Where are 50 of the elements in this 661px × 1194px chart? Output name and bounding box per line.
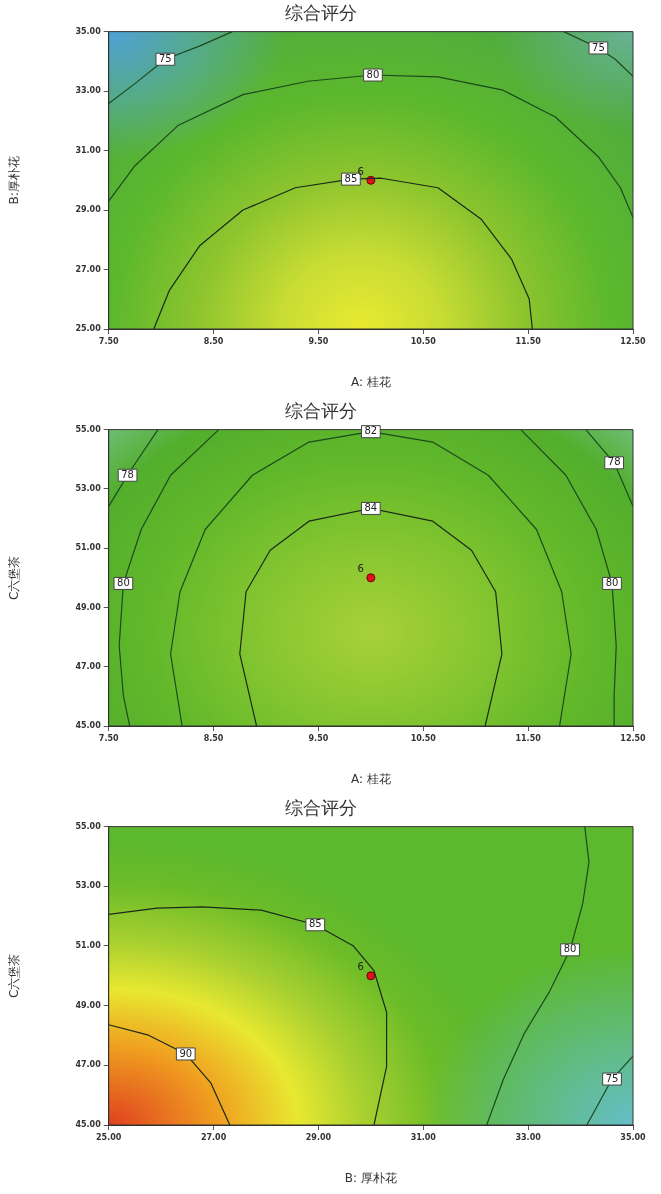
x-tick-label: 10.50 [410, 733, 437, 743]
y-tick-label: 47.00 [75, 1060, 102, 1070]
x-tick-label: 7.50 [98, 336, 119, 346]
y-axis-title: C六堡茶 [7, 555, 22, 600]
x-tick-label: 7.50 [98, 733, 119, 743]
x-tick-label: 8.50 [203, 733, 224, 743]
chart-title: 综合评分 [284, 797, 357, 819]
y-tick-label: 55.00 [75, 424, 102, 434]
y-tick-label: 25.00 [75, 324, 102, 334]
x-tick-label: 25.00 [96, 1132, 122, 1142]
x-tick-label: 29.00 [305, 1132, 332, 1142]
y-tick-label: 45.00 [75, 721, 102, 731]
x-tick-label: 10.50 [410, 336, 437, 346]
y-tick-label: 33.00 [75, 86, 102, 96]
x-axis-title: B: 厚朴花 [344, 1170, 397, 1185]
x-tick-label: 11.50 [515, 336, 542, 346]
y-tick-label: 27.00 [75, 264, 102, 274]
y-axis-title: C六堡茶 [7, 953, 22, 998]
y-tick-label: 51.00 [75, 941, 102, 951]
y-tick-label: 31.00 [75, 145, 102, 155]
x-axis-title: A: 桂花 [350, 771, 391, 786]
x-tick-label: 27.00 [200, 1132, 227, 1142]
x-tick-label: 12.50 [620, 336, 647, 346]
y-tick-label: 53.00 [75, 881, 102, 891]
x-axis-title: A: 桂花 [350, 374, 391, 389]
x-tick-label: 33.00 [515, 1132, 542, 1142]
y-tick-label: 55.00 [75, 821, 102, 831]
y-tick-label: 51.00 [75, 543, 102, 553]
x-tick-label: 11.50 [515, 733, 542, 743]
x-tick-label: 31.00 [410, 1132, 437, 1142]
point [366, 971, 376, 981]
series-label: 6 [357, 165, 364, 177]
series-label: 6 [357, 563, 364, 575]
chart-title: 综合评分 [284, 400, 357, 422]
y-tick-label: 53.00 [75, 483, 102, 493]
y-axis-title: B:厚朴花 [7, 156, 22, 205]
series-label: 6 [357, 961, 364, 973]
y-tick-label: 45.00 [75, 1120, 102, 1130]
chart-title: 综合评分 [284, 2, 357, 24]
point [366, 573, 376, 583]
x-tick-label: 12.50 [620, 733, 647, 743]
x-tick-label: 35.00 [620, 1132, 647, 1142]
y-tick-label: 47.00 [75, 661, 102, 671]
x-tick-label: 9.50 [308, 733, 329, 743]
y-tick-label: 49.00 [75, 602, 102, 612]
x-tick-label: 8.50 [203, 336, 224, 346]
y-tick-label: 49.00 [75, 1000, 102, 1010]
y-tick-label: 35.00 [75, 26, 102, 36]
x-tick-label: 9.50 [308, 336, 329, 346]
y-tick-label: 29.00 [75, 205, 102, 215]
